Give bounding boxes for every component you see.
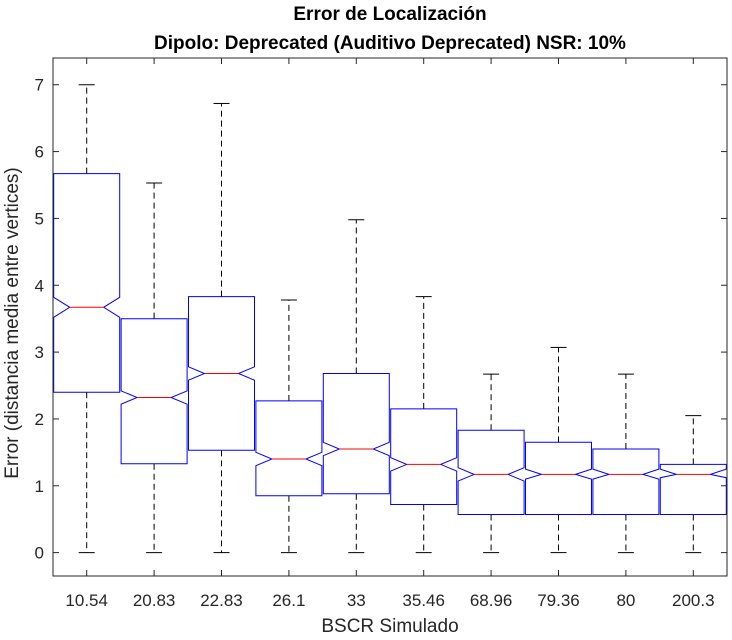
x-tick-label: 80 — [616, 591, 635, 610]
x-tick-label: 35.46 — [402, 591, 445, 610]
chart-subtitle: Dipolo: Deprecated (Auditivo Deprecated)… — [154, 33, 626, 54]
y-tick-label: 1 — [35, 477, 44, 496]
x-axis-label: BSCR Simulado — [321, 616, 458, 637]
x-tick-label: 79.36 — [537, 591, 580, 610]
x-tick-label: 26.1 — [272, 591, 305, 610]
x-tick-label: 20.83 — [133, 591, 176, 610]
notched-box — [659, 463, 727, 515]
notched-box — [53, 173, 121, 393]
y-tick-label: 5 — [35, 209, 44, 228]
notched-box — [457, 429, 525, 515]
chart-title: Error de Localización — [293, 4, 486, 25]
x-tick-label: 68.96 — [470, 591, 513, 610]
x-tick-label: 22.83 — [200, 591, 243, 610]
y-tick-label: 3 — [35, 343, 44, 362]
notched-box — [390, 408, 458, 505]
notched-box — [255, 400, 323, 497]
y-axis-label: Error (distancia media entre vertices) — [2, 167, 23, 479]
y-tick-label: 4 — [35, 276, 44, 295]
notched-box — [188, 296, 255, 451]
notched-box — [592, 448, 660, 515]
plot-area: 0 1 2 3 4 5 6 7 10.54 20.83 22.83 26.1 33 35.46 68.96 7… — [35, 58, 727, 610]
axes-frame — [52, 57, 728, 577]
y-tick-label: 6 — [35, 143, 44, 162]
x-tick-label: 33 — [347, 591, 366, 610]
y-tick-label: 7 — [35, 76, 44, 95]
notched-box — [120, 318, 188, 465]
notched-box — [322, 373, 390, 495]
y-tick-label: 0 — [35, 544, 44, 563]
x-tick-label: 10.54 — [65, 591, 108, 610]
x-tick-label: 200.3 — [672, 591, 715, 610]
notched-box — [525, 441, 592, 515]
y-tick-label: 2 — [35, 410, 44, 429]
